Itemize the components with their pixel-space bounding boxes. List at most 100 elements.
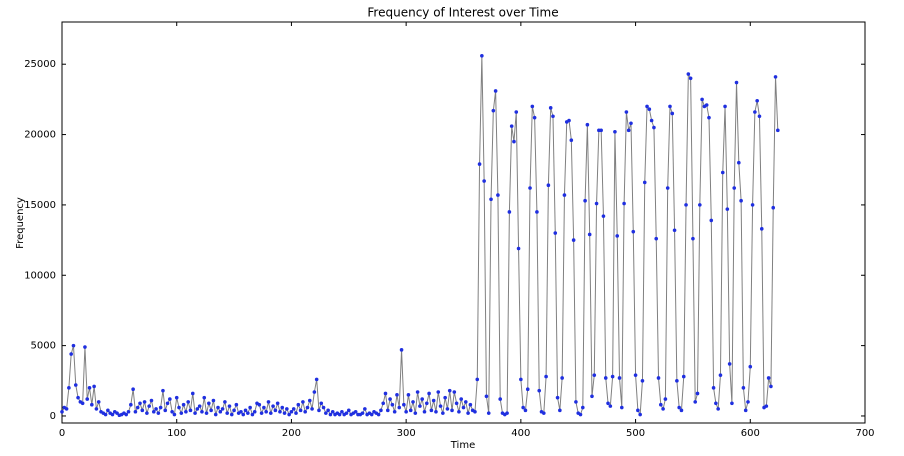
data-point	[732, 186, 737, 190]
data-point	[542, 411, 546, 415]
data-point	[734, 80, 739, 85]
data-point	[698, 203, 702, 207]
data-point	[165, 401, 170, 406]
data-point	[145, 411, 149, 415]
data-point	[484, 394, 489, 399]
data-point	[649, 118, 654, 123]
data-point	[537, 388, 542, 393]
data-point	[755, 98, 759, 103]
data-point	[473, 409, 477, 414]
data-point	[312, 390, 317, 394]
data-point	[170, 409, 174, 414]
data-point	[746, 400, 750, 404]
data-point	[94, 407, 99, 411]
data-point	[475, 377, 480, 382]
data-point	[420, 397, 425, 401]
data-point	[181, 402, 186, 407]
data-point	[287, 412, 291, 417]
data-point	[252, 409, 257, 414]
data-point	[257, 402, 262, 407]
data-point	[482, 179, 486, 183]
data-point	[200, 409, 204, 414]
data-point	[592, 373, 597, 377]
data-point	[610, 374, 615, 379]
data-point	[340, 409, 344, 414]
data-point	[317, 408, 321, 413]
data-point	[271, 404, 275, 408]
data-point	[525, 387, 530, 392]
data-point	[85, 397, 90, 401]
y-tick-label: 0	[50, 411, 56, 422]
data-point	[663, 397, 668, 401]
x-tick-label: 600	[741, 428, 760, 439]
data-line	[61, 55, 779, 417]
data-point	[636, 408, 640, 413]
data-point	[60, 409, 64, 414]
data-point	[720, 170, 725, 175]
data-point	[383, 391, 388, 396]
data-point	[686, 72, 691, 76]
data-point	[454, 401, 459, 406]
data-point	[766, 376, 771, 380]
data-point	[406, 393, 411, 397]
data-point	[213, 412, 218, 417]
data-point	[681, 374, 686, 379]
data-point	[427, 391, 431, 396]
data-point	[248, 405, 252, 410]
data-point	[711, 386, 716, 390]
data-point	[376, 412, 381, 417]
data-point	[606, 401, 610, 406]
data-point	[385, 408, 390, 413]
data-point	[307, 398, 312, 403]
plot-frame	[61, 21, 866, 424]
data-point	[289, 409, 294, 414]
data-point	[716, 407, 720, 411]
data-point	[156, 411, 161, 415]
data-point	[665, 186, 670, 190]
data-point	[741, 386, 746, 390]
data-point	[759, 227, 764, 231]
data-point	[587, 232, 592, 237]
data-point	[757, 114, 762, 119]
data-point	[617, 376, 622, 380]
data-point	[463, 400, 468, 404]
data-point	[195, 407, 200, 411]
data-point	[266, 400, 271, 404]
data-point	[723, 104, 727, 109]
data-point	[603, 376, 608, 380]
data-point	[133, 409, 138, 414]
data-point	[168, 397, 172, 401]
data-point	[149, 398, 154, 403]
data-point	[574, 400, 578, 404]
data-point	[709, 218, 714, 223]
data-point	[177, 405, 181, 410]
data-point	[773, 75, 778, 79]
data-point	[303, 409, 307, 414]
chart-title: Frequency of Interest over Time	[367, 6, 558, 20]
data-point	[250, 412, 255, 417]
y-tick-label: 15000	[24, 200, 56, 211]
data-point	[677, 405, 681, 410]
data-point	[519, 377, 523, 382]
data-point	[548, 106, 553, 110]
data-point	[480, 53, 484, 58]
data-point	[296, 402, 301, 407]
data-point	[450, 408, 454, 413]
data-point	[551, 114, 555, 119]
data-point	[441, 411, 445, 415]
data-point	[268, 411, 273, 415]
data-point	[567, 118, 571, 123]
data-point	[452, 390, 457, 394]
data-point	[161, 388, 165, 393]
data-point	[652, 125, 656, 130]
data-point	[379, 408, 383, 413]
data-point	[346, 408, 351, 413]
data-point	[418, 404, 422, 408]
data-point	[498, 397, 503, 401]
x-tick-label: 500	[626, 428, 645, 439]
data-point	[314, 377, 319, 382]
data-point	[457, 409, 461, 414]
x-tick-label: 0	[59, 428, 65, 439]
data-point	[769, 384, 773, 389]
